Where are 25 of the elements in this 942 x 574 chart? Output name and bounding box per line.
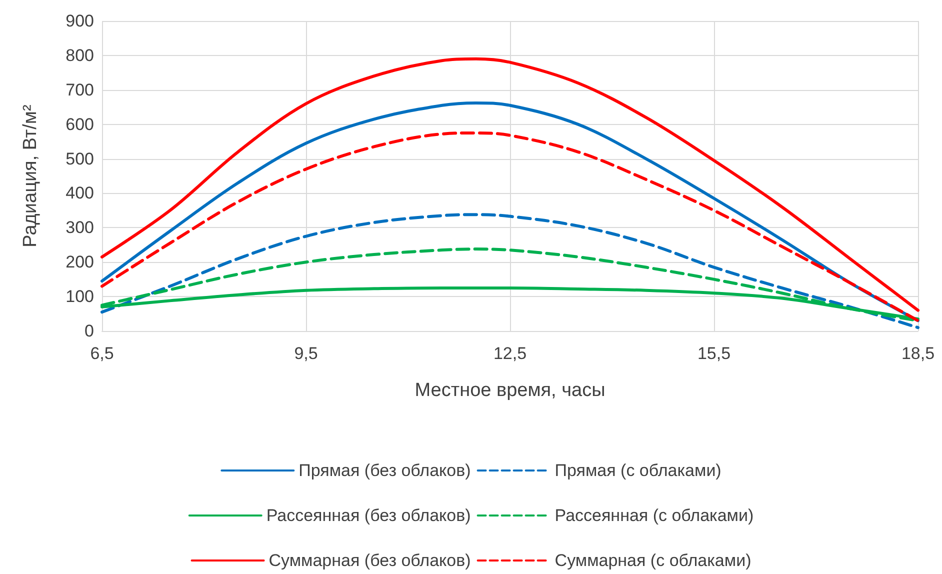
x-tick-label: 18,5 (901, 344, 935, 363)
y-tick-label: 700 (66, 80, 94, 100)
legend-label: Прямая (без облаков) (298, 461, 471, 480)
y-tick-label: 400 (66, 184, 94, 203)
x-tick-label: 15,5 (697, 344, 731, 363)
y-tick-label: 900 (66, 12, 94, 30)
y-tick-label: 300 (66, 218, 94, 238)
x-tick-label: 6,5 (90, 344, 114, 363)
line-series (100, 213, 920, 330)
x-tick-label: 12,5 (493, 344, 527, 363)
x-axis-title: Местное время, часы (414, 380, 606, 401)
y-tick-label: 600 (66, 114, 94, 134)
legend-label: Прямая (с облаками) (554, 461, 722, 480)
line-series (100, 57, 920, 312)
y-tick-label: 200 (66, 252, 94, 272)
legend-label: Суммарная (с облаками) (554, 551, 752, 570)
x-tick-label: 9,5 (294, 344, 318, 363)
y-tick-label: 500 (66, 149, 94, 168)
y-tick-label: 100 (66, 287, 94, 306)
y-axis-title: Радиация, Вт/м² (20, 104, 41, 248)
legend-label: Рассеянная (без облаков) (266, 506, 471, 525)
legend-label: Суммарная (без облаков) (268, 551, 471, 570)
y-tick-label: 0 (84, 322, 94, 340)
legend-label: Рассеянная (с облаками) (554, 506, 754, 525)
y-tick-label: 800 (66, 46, 94, 65)
